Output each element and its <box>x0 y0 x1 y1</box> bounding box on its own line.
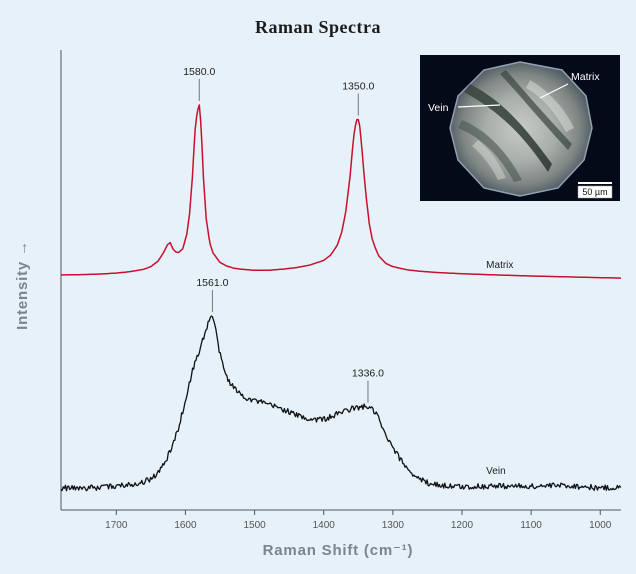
grain-highlight <box>472 140 506 180</box>
peak-label: 1561.0 <box>196 277 228 289</box>
scale-bar-label: 50 µm <box>582 187 607 197</box>
grain-highlight <box>526 80 574 132</box>
scale-bar-box <box>577 185 613 199</box>
x-tick-label: 1500 <box>243 520 266 531</box>
series-line-vein <box>60 315 622 492</box>
vein-streak <box>500 70 572 150</box>
x-tick-label: 1200 <box>451 520 474 531</box>
vein-streak <box>458 120 522 182</box>
x-axis-title: Raman Shift (cm⁻¹) <box>263 542 414 559</box>
peak-label: 1350.0 <box>342 81 374 93</box>
x-axis-ticks: 1700 1600 1500 1400 1300 1200 1100 1000 <box>105 510 612 531</box>
series-line-matrix <box>60 104 621 279</box>
x-tick-label: 1600 <box>174 520 197 531</box>
x-tick-label: 1000 <box>589 520 612 531</box>
vein-streak <box>464 84 552 172</box>
series-layer: Matrix Vein <box>60 104 622 492</box>
x-tick-label: 1700 <box>105 520 128 531</box>
y-axis-title: Intensity → <box>14 240 31 330</box>
series-label-matrix: Matrix <box>486 260 513 271</box>
inset-micrograph: Vein Matrix 50 µm <box>420 55 620 201</box>
x-tick-label: 1400 <box>313 520 336 531</box>
vein-pointer <box>457 104 501 108</box>
x-tick-label: 1100 <box>520 520 542 531</box>
inset-label-matrix: Matrix <box>571 71 600 83</box>
peak-label: 1336.0 <box>352 368 384 380</box>
series-label-vein: Vein <box>486 466 505 477</box>
matrix-pointer <box>539 83 569 99</box>
inset-label-vein: Vein <box>428 102 449 114</box>
chart-title: Raman Spectra <box>255 17 381 37</box>
peak-label: 1580.0 <box>183 66 215 78</box>
x-tick-label: 1300 <box>382 520 405 531</box>
peak-annotations: 1580.0 1350.0 1561.0 1336.0 <box>183 66 384 403</box>
